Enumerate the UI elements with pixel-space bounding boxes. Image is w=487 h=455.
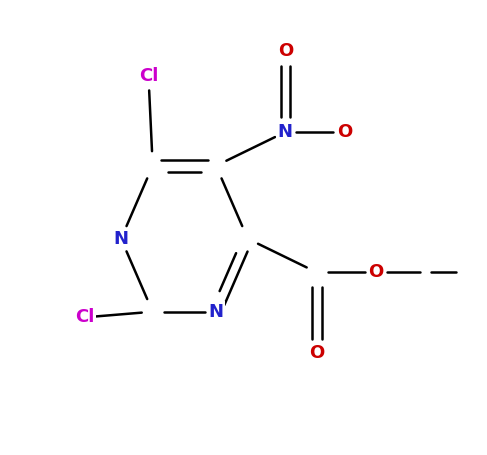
Text: N: N [113,230,129,248]
Text: O: O [309,344,325,362]
Text: O: O [369,263,384,282]
Text: N: N [278,123,293,141]
Text: O: O [337,123,352,141]
Text: Cl: Cl [75,308,95,326]
Text: Cl: Cl [139,67,158,85]
Text: N: N [208,303,224,321]
Text: O: O [278,42,293,60]
